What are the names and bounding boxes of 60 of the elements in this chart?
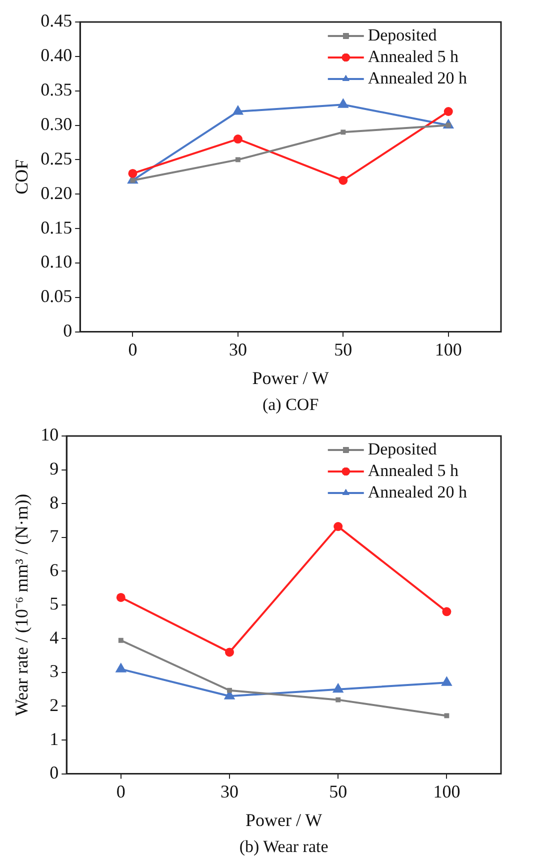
y-tick-label: 4 — [50, 627, 59, 648]
y-tick-label: 0.15 — [40, 217, 72, 238]
legend-label: Annealed 20 h — [368, 482, 468, 502]
x-tick-label: 0 — [128, 339, 138, 360]
x-tick-label: 50 — [334, 339, 352, 360]
point — [225, 648, 234, 657]
y-tick-label: 0.10 — [40, 252, 72, 272]
x-tick-label: 50 — [329, 781, 348, 802]
text: (b) Wear rate — [239, 836, 328, 856]
x-tick-label: 30 — [228, 339, 247, 360]
y-axis-title: COF — [12, 159, 32, 194]
point — [128, 168, 138, 178]
x-axis-title: Power / W — [252, 368, 329, 388]
y-tick-label: 1 — [50, 728, 59, 749]
y-tick-label: 10 — [40, 424, 59, 445]
y-tick-label: 0.40 — [40, 45, 72, 66]
y-tick-label: 5 — [50, 594, 59, 614]
x-tick-label: 100 — [433, 781, 460, 802]
point — [334, 522, 343, 532]
point — [233, 134, 242, 144]
legend-label: Deposited — [368, 439, 438, 458]
y-tick-label: 0.25 — [40, 148, 72, 168]
y-tick-label: 0.20 — [40, 182, 72, 203]
point — [232, 105, 244, 115]
y-tick-label: 0.35 — [40, 80, 72, 100]
y-tick-label: 8 — [50, 492, 59, 512]
point — [444, 713, 450, 718]
x-tick-label: 30 — [220, 781, 238, 802]
y-tick-label: 7 — [50, 526, 59, 546]
y-tick-label: 0 — [50, 762, 59, 783]
point — [115, 662, 127, 672]
y-tick-label: 0.45 — [40, 10, 72, 31]
point — [442, 607, 452, 616]
y-tick-label: 3 — [50, 661, 59, 682]
y-tick-label: 0 — [63, 320, 72, 341]
legend-label: Deposited — [368, 25, 438, 44]
x-tick-label: 0 — [116, 781, 126, 802]
y-tick-label: 6 — [50, 560, 59, 580]
text: (a) COF — [262, 394, 319, 414]
y-tick-label: 0.05 — [40, 286, 72, 306]
point — [235, 157, 240, 162]
legend-label: Annealed 5 h — [368, 46, 459, 66]
point — [340, 130, 346, 135]
x-axis-title: Power / W — [245, 810, 322, 830]
y-axis-title: Wear rate / (10⁻⁶ mm³ / (N·m)) — [12, 494, 32, 716]
legend-label: Annealed 20 h — [368, 68, 468, 88]
point — [118, 638, 124, 643]
point — [338, 176, 348, 185]
point — [444, 107, 453, 116]
point — [227, 688, 232, 693]
point — [338, 98, 349, 108]
point — [332, 682, 344, 693]
point — [116, 592, 126, 602]
y-tick-label: 9 — [50, 458, 59, 479]
legend-label: Annealed 5 h — [368, 460, 459, 480]
y-tick-label: 0.30 — [40, 114, 72, 134]
point — [336, 697, 341, 702]
x-tick-label: 100 — [434, 339, 462, 360]
y-tick-label: 2 — [50, 694, 59, 715]
point — [441, 676, 452, 686]
